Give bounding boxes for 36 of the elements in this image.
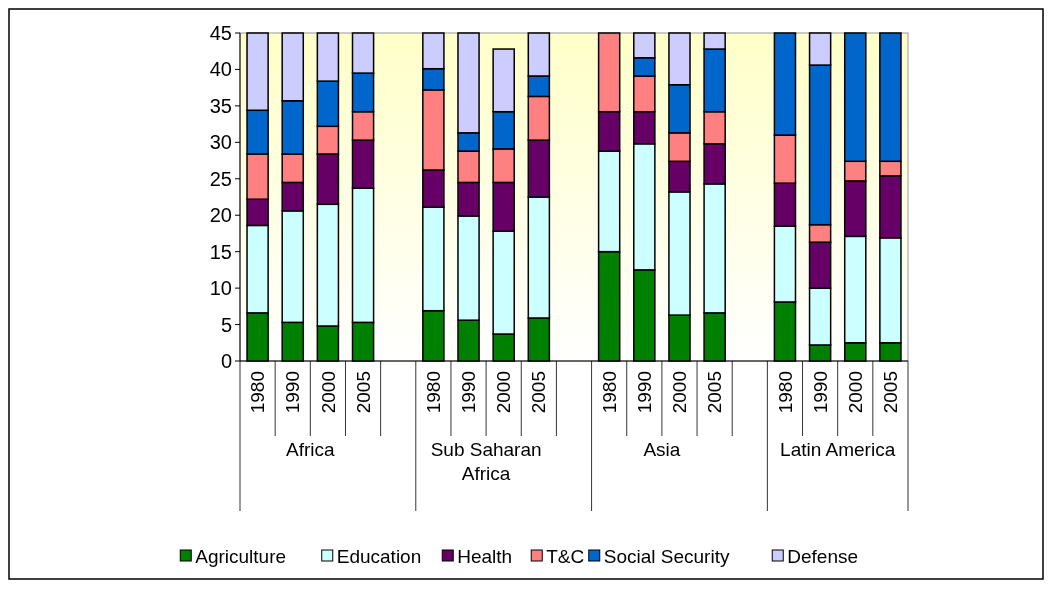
legend-label: Agriculture (195, 545, 287, 567)
y-tick-label: 40 (209, 58, 232, 81)
y-tick-label: 45 (209, 22, 232, 44)
x-tick-label: 2000 (493, 371, 515, 414)
y-tick-label: 15 (209, 240, 232, 263)
text: Asia (643, 439, 681, 460)
x-tick-label: 2005 (880, 371, 902, 414)
x-tick-label: 1990 (809, 371, 831, 414)
x-tick-label: 1980 (598, 371, 620, 414)
text: Latin America (780, 439, 896, 460)
x-tick-label: 2005 (528, 371, 550, 414)
y-tick-label: 30 (209, 131, 232, 154)
x-tick-label: 2000 (669, 371, 691, 414)
y-tick-label: 35 (209, 94, 232, 117)
x-tick-label: 1980 (247, 371, 269, 414)
legend-label: Defense (787, 545, 859, 567)
y-tick-label: 5 (220, 313, 232, 336)
x-tick-label: 1990 (458, 371, 480, 414)
legend-label: Health (457, 545, 513, 567)
x-tick-label: 2005 (704, 371, 726, 414)
x-tick-label: 1980 (423, 371, 445, 414)
y-tick-label: 0 (220, 350, 232, 372)
legend-label: Social Security (603, 545, 730, 567)
x-tick-label: 2000 (844, 371, 866, 414)
x-tick-label: 1990 (282, 371, 304, 414)
y-tick-label: 25 (209, 167, 232, 190)
legend-label: Education (336, 545, 422, 567)
x-tick-label: 1990 (633, 371, 655, 414)
text: Africa (286, 439, 336, 460)
legend-label: T&C (546, 545, 585, 567)
text: Sub Saharan Africa (430, 439, 542, 484)
x-tick-label: 2000 (317, 371, 339, 414)
x-tick-label: 2005 (352, 371, 374, 414)
y-tick-label: 20 (209, 204, 232, 227)
y-tick-label: 10 (209, 277, 232, 300)
x-tick-label: 1980 (774, 371, 796, 414)
